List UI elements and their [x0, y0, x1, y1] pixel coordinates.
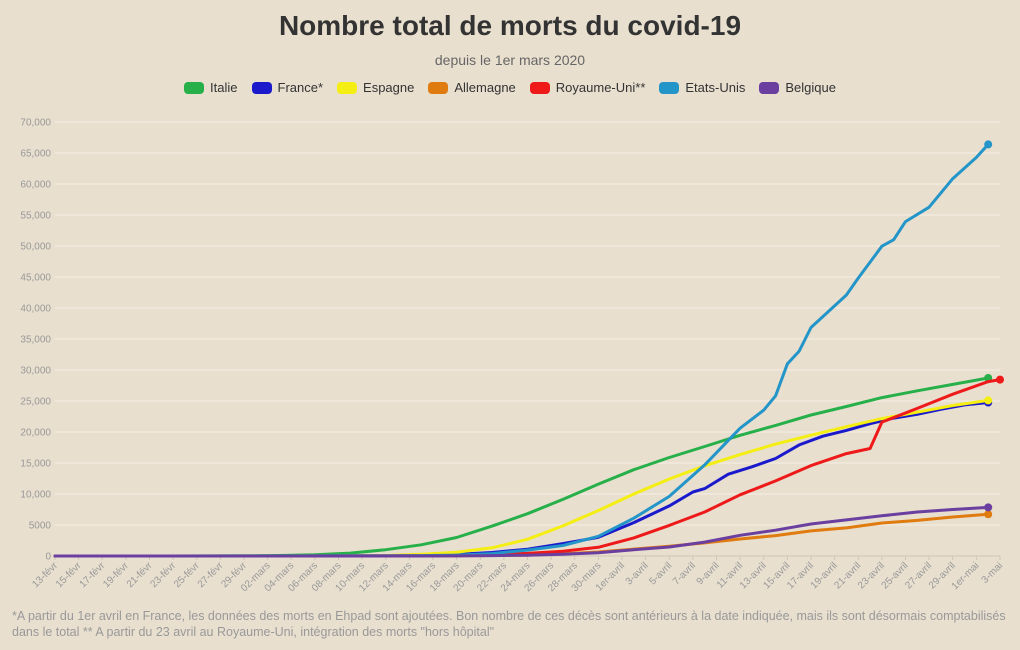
legend-swatch [428, 81, 449, 94]
y-tick-label: 20,000 [20, 428, 51, 439]
series-line [53, 505, 990, 558]
legend-label: Allemagne [454, 80, 516, 95]
legend-swatch [337, 81, 358, 94]
footnote: *A partir du 1er avril en France, les do… [12, 609, 1006, 639]
legend-item[interactable]: Italie [184, 80, 238, 95]
chart-legend: Italie France* Espagne Allemagne Royaume-Uni… [0, 80, 1020, 95]
x-tick-label: 5-avril [647, 560, 674, 587]
y-tick-label: 65,000 [20, 149, 51, 160]
y-tick-label: 55,000 [20, 211, 51, 222]
legend-swatch [251, 81, 272, 94]
legend-item[interactable]: Belgique [759, 80, 836, 95]
y-tick-label: 15,000 [20, 459, 51, 470]
legend-item[interactable]: Allemagne [428, 80, 516, 95]
legend-label: Italie [210, 80, 238, 95]
series-end-point [984, 510, 993, 519]
y-tick-label: 5000 [29, 521, 52, 532]
series-line [53, 398, 990, 558]
legend-swatch [184, 81, 205, 94]
legend-label: Etats-Unis [685, 80, 746, 95]
y-tick-label: 35,000 [20, 335, 51, 346]
y-tick-label: 0 [45, 552, 51, 563]
line-chart: 0 5000 10,000 15,000 20,000 25,000 30,000 35,00… [20, 118, 1005, 595]
series-line [53, 378, 1002, 558]
y-tick-label: 60,000 [20, 180, 51, 191]
y-tick-label: 30,000 [20, 366, 51, 377]
y-tick-label: 45,000 [20, 273, 51, 284]
y-tick-label: 40,000 [20, 304, 51, 315]
y-tick-label: 70,000 [20, 118, 51, 129]
y-tick-label: 25,000 [20, 397, 51, 408]
legend-item[interactable]: Royaume-Uni** [529, 80, 646, 95]
y-tick-label: 10,000 [20, 490, 51, 501]
x-tick-label: 7-avril [671, 560, 698, 587]
series-end-point [984, 503, 993, 512]
legend-label: Espagne [363, 80, 415, 95]
y-tick-label: 50,000 [20, 242, 51, 253]
legend-swatch [659, 81, 680, 94]
series-end-point [996, 375, 1004, 384]
legend-item[interactable]: Etats-Unis [659, 80, 745, 95]
legend-label: Belgique [785, 80, 836, 95]
legend-item[interactable]: France* [251, 80, 324, 95]
series-line [53, 376, 990, 558]
chart-subtitle: depuis le 1er mars 2020 [434, 52, 586, 68]
x-tick-label: 3-avril [624, 560, 651, 587]
legend-label: France* [277, 80, 324, 95]
chart-title: Nombre total de morts du covid-19 [278, 10, 742, 41]
series-end-point [984, 140, 993, 149]
x-tick-label: 3-mai [980, 560, 1005, 585]
legend-swatch [529, 81, 550, 94]
series-end-point [984, 396, 993, 405]
legend-item[interactable]: Espagne [337, 80, 414, 95]
legend-swatch [759, 81, 780, 94]
legend-label: Royaume-Uni** [555, 80, 646, 95]
